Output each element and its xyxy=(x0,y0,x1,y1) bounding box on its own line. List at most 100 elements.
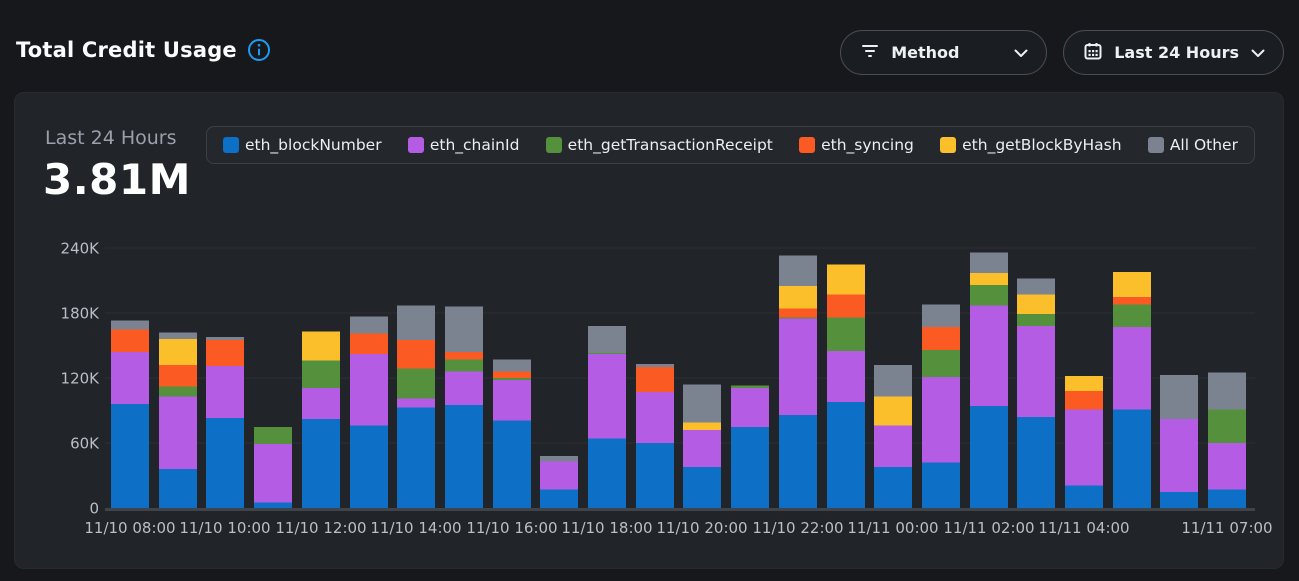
bar-segment[interactable] xyxy=(540,489,578,508)
bar-segment[interactable] xyxy=(683,430,721,467)
bar-segment[interactable] xyxy=(1017,294,1055,315)
bar-segment[interactable] xyxy=(206,366,244,419)
bar-segment[interactable] xyxy=(827,317,865,351)
bar-segment[interactable] xyxy=(397,305,435,341)
bar-segment[interactable] xyxy=(588,438,626,508)
bar-segment[interactable] xyxy=(159,332,197,340)
bar-segment[interactable] xyxy=(970,272,1008,285)
bar-segment[interactable] xyxy=(159,386,197,397)
bar-segment[interactable] xyxy=(397,398,435,408)
bar-segment[interactable] xyxy=(302,387,340,420)
bar-segment[interactable] xyxy=(827,350,865,402)
bar-segment[interactable] xyxy=(1113,296,1151,305)
bar-segment[interactable] xyxy=(1160,374,1198,420)
legend-item[interactable]: eth_blockNumber xyxy=(223,136,382,154)
bar-segment[interactable] xyxy=(636,392,674,443)
bar-segment[interactable] xyxy=(1017,417,1055,508)
bar-segment[interactable] xyxy=(874,425,912,467)
bar-segment[interactable] xyxy=(1065,391,1103,410)
info-icon[interactable] xyxy=(247,38,271,62)
bar-segment[interactable] xyxy=(350,316,388,334)
bar-segment[interactable] xyxy=(254,502,292,508)
bar-segment[interactable] xyxy=(922,327,960,350)
bar-segment[interactable] xyxy=(970,406,1008,508)
legend-item[interactable]: eth_chainId xyxy=(407,136,519,154)
bar-segment[interactable] xyxy=(206,340,244,367)
bar-segment[interactable] xyxy=(111,404,149,508)
bar-segment[interactable] xyxy=(1160,419,1198,492)
bar-segment[interactable] xyxy=(445,359,483,372)
bar-segment[interactable] xyxy=(206,336,244,341)
bar-segment[interactable] xyxy=(1113,271,1151,297)
bar-segment[interactable] xyxy=(970,252,1008,273)
bar-segment[interactable] xyxy=(779,318,817,415)
bar-segment[interactable] xyxy=(1017,278,1055,295)
bar-segment[interactable] xyxy=(1160,491,1198,508)
bar-segment[interactable] xyxy=(922,376,960,463)
bar-segment[interactable] xyxy=(397,340,435,369)
bar-segment[interactable] xyxy=(302,331,340,361)
bar-segment[interactable] xyxy=(302,360,340,388)
bar-segment[interactable] xyxy=(827,401,865,508)
bar-segment[interactable] xyxy=(1017,326,1055,417)
legend-item[interactable]: All Other xyxy=(1147,136,1238,154)
bar-segment[interactable] xyxy=(779,317,817,319)
bar-segment[interactable] xyxy=(1113,409,1151,508)
bar-segment[interactable] xyxy=(1113,327,1151,410)
bar-segment[interactable] xyxy=(159,365,197,387)
bar-segment[interactable] xyxy=(636,363,674,368)
bar-segment[interactable] xyxy=(493,380,531,421)
bar-segment[interactable] xyxy=(636,367,674,393)
bar-segment[interactable] xyxy=(779,308,817,318)
bar-segment[interactable] xyxy=(254,444,292,503)
method-filter-button[interactable]: Method xyxy=(840,30,1048,75)
bar-segment[interactable] xyxy=(922,349,960,377)
bar-segment[interactable] xyxy=(540,456,578,462)
bar-segment[interactable] xyxy=(111,329,149,352)
bar-segment[interactable] xyxy=(159,396,197,469)
bar-segment[interactable] xyxy=(970,284,1008,306)
bar-segment[interactable] xyxy=(445,405,483,508)
bar-segment[interactable] xyxy=(970,305,1008,407)
bar-segment[interactable] xyxy=(683,422,721,430)
bar-segment[interactable] xyxy=(493,359,531,372)
bar-segment[interactable] xyxy=(540,461,578,490)
bar-segment[interactable] xyxy=(206,418,244,508)
bar-segment[interactable] xyxy=(1065,485,1103,508)
legend-item[interactable]: eth_getBlockByHash xyxy=(940,136,1122,154)
bar-segment[interactable] xyxy=(350,425,388,508)
bar-segment[interactable] xyxy=(397,407,435,508)
bar-segment[interactable] xyxy=(731,426,769,508)
bar-segment[interactable] xyxy=(493,378,531,381)
bar-segment[interactable] xyxy=(779,255,817,286)
bar-segment[interactable] xyxy=(874,396,912,426)
bar-segment[interactable] xyxy=(159,469,197,508)
bar-segment[interactable] xyxy=(111,352,149,404)
bar-segment[interactable] xyxy=(1208,489,1246,508)
legend-item[interactable]: eth_syncing xyxy=(799,136,914,154)
legend-item[interactable]: eth_getTransactionReceipt xyxy=(545,136,773,154)
bar-segment[interactable] xyxy=(445,352,483,360)
bar-segment[interactable] xyxy=(1017,314,1055,326)
bar-segment[interactable] xyxy=(779,414,817,508)
bar-segment[interactable] xyxy=(683,384,721,423)
bar-segment[interactable] xyxy=(588,353,626,355)
time-range-button[interactable]: Last 24 Hours xyxy=(1063,30,1284,75)
bar-segment[interactable] xyxy=(445,371,483,406)
bar-segment[interactable] xyxy=(922,304,960,328)
bar-segment[interactable] xyxy=(1208,409,1246,443)
bar-segment[interactable] xyxy=(445,306,483,353)
bar-segment[interactable] xyxy=(827,294,865,318)
bar-segment[interactable] xyxy=(493,371,531,379)
bar-segment[interactable] xyxy=(1208,372,1246,410)
bar-segment[interactable] xyxy=(350,354,388,426)
bar-segment[interactable] xyxy=(302,419,340,508)
bar-segment[interactable] xyxy=(1208,443,1246,490)
bar-segment[interactable] xyxy=(1113,304,1151,328)
bar-segment[interactable] xyxy=(827,264,865,295)
bar-segment[interactable] xyxy=(683,466,721,508)
bar-segment[interactable] xyxy=(731,385,769,388)
bar-segment[interactable] xyxy=(874,466,912,508)
bar-segment[interactable] xyxy=(350,333,388,355)
bar-segment[interactable] xyxy=(159,339,197,365)
